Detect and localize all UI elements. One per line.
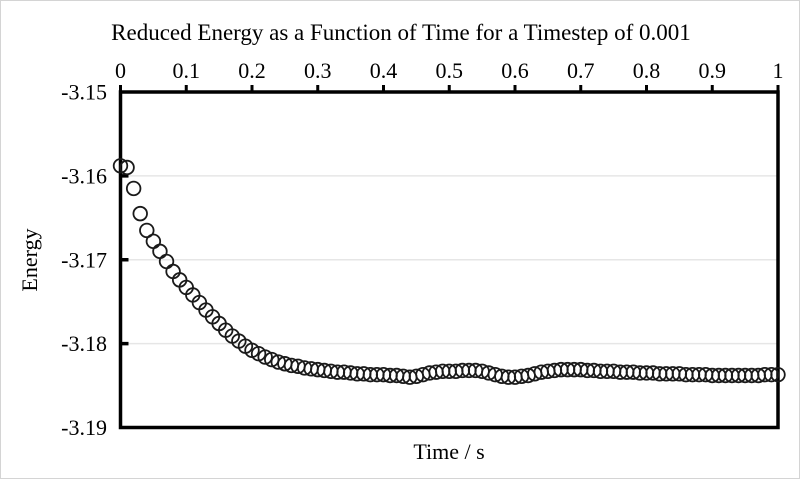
gridlines: [120, 175, 778, 345]
x-tick-label: 1: [773, 58, 784, 83]
data-point: [145, 233, 162, 249]
y-tick-label: -3.17: [61, 247, 107, 272]
x-tick-label: 0.3: [304, 58, 332, 83]
x-tick-label: 0: [115, 58, 126, 83]
data-point: [139, 222, 155, 239]
x-tick-label: 0.7: [567, 58, 595, 83]
data-point: [119, 159, 135, 176]
data-point: [152, 243, 168, 260]
data-point: [763, 366, 780, 383]
chart-title: Reduced Energy as a Function of Time for…: [111, 20, 691, 45]
y-tick-label: -3.19: [61, 415, 107, 440]
y-axis-title: Energy: [17, 228, 42, 291]
y-tick-label: -3.15: [61, 80, 107, 105]
y-axis-tick-labels: -3.15 -3.16 -3.17 -3.18 -3.19: [61, 80, 107, 441]
x-tick-label: 0.4: [370, 58, 398, 83]
data-point: [158, 253, 175, 270]
x-axis-title: Time / s: [413, 439, 484, 464]
data-series-energy: [112, 158, 786, 385]
data-point: [112, 158, 129, 174]
x-tick-label: 0.1: [173, 58, 201, 83]
axis-ticks: [119, 85, 780, 346]
x-tick-label: 0.8: [633, 58, 661, 83]
data-point: [770, 366, 786, 383]
x-tick-label: 0.6: [501, 58, 529, 83]
y-tick-label: -3.18: [61, 331, 107, 356]
data-point: [132, 205, 148, 222]
x-tick-label: 0.5: [436, 58, 464, 83]
plot-area-border: [118, 90, 780, 430]
data-point: [257, 349, 273, 365]
x-tick-label: 0.2: [238, 58, 266, 83]
x-tick-label: 0.9: [699, 58, 727, 83]
y-tick-label: -3.16: [61, 163, 107, 188]
x-axis-tick-labels: 0 0.1 0.2 0.3 0.4 0.5 0.6 0.7 0.8 0.9 1: [115, 58, 784, 83]
data-point: [125, 180, 142, 197]
